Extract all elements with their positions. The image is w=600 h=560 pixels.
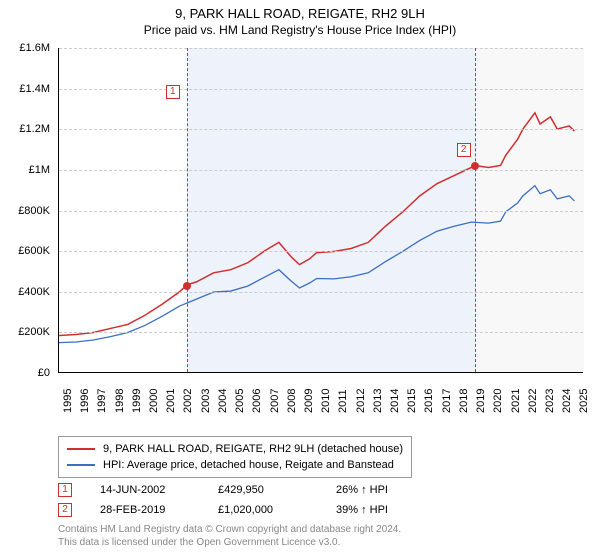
series-property <box>59 113 574 336</box>
x-axis-label: 1997 <box>96 389 108 413</box>
sale-marker-2: 2 <box>58 503 72 517</box>
x-axis-label: 2002 <box>182 389 194 413</box>
footer-line-2: This data is licensed under the Open Gov… <box>58 537 401 550</box>
x-axis-label: 1996 <box>79 389 91 413</box>
sale-row-1: 1 14-JUN-2002 £429,950 26% ↑ HPI <box>58 480 426 500</box>
sale-price-1: £429,950 <box>218 484 308 496</box>
gridline-h <box>59 129 583 130</box>
x-axis-label: 1999 <box>131 389 143 413</box>
x-axis-label: 2012 <box>355 389 367 413</box>
x-axis-label: 2025 <box>578 389 590 413</box>
x-axis-label: 2023 <box>544 389 556 413</box>
x-axis-label: 2004 <box>217 389 229 413</box>
x-axis-label: 2016 <box>423 389 435 413</box>
gridline-h <box>59 89 583 90</box>
x-axis-label: 2014 <box>389 389 401 413</box>
y-axis-label: £400K <box>18 286 50 298</box>
x-axis-label: 2003 <box>200 389 212 413</box>
legend-item-property: 9, PARK HALL ROAD, REIGATE, RH2 9LH (det… <box>67 441 403 457</box>
x-axis-label: 2010 <box>320 389 332 413</box>
x-axis-label: 2000 <box>148 389 160 413</box>
sale-marker-box: 2 <box>457 143 471 157</box>
chart-title-address: 9, PARK HALL ROAD, REIGATE, RH2 9LH <box>0 6 600 21</box>
sales-table: 1 14-JUN-2002 £429,950 26% ↑ HPI 2 28-FE… <box>58 480 426 520</box>
footer-attribution: Contains HM Land Registry data © Crown c… <box>58 524 401 549</box>
gridline-h <box>59 332 583 333</box>
chart-area: 12 £0£200K£400K£600K£800K£1M£1.2M£1.4M£1… <box>10 48 590 428</box>
gridline-h <box>59 211 583 212</box>
sale-dot <box>183 282 191 290</box>
x-axis-label: 2020 <box>492 389 504 413</box>
gridline-h <box>59 170 583 171</box>
y-axis-label: £1M <box>29 164 50 176</box>
plot-area: 12 <box>58 48 583 373</box>
x-axis-label: 2013 <box>372 389 384 413</box>
y-axis-label: £1.6M <box>19 42 50 54</box>
x-axis-label: 2017 <box>441 389 453 413</box>
x-axis-label: 2006 <box>251 389 263 413</box>
sale-pct-2: 39% ↑ HPI <box>336 504 426 516</box>
sale-date-2: 28-FEB-2019 <box>100 504 190 516</box>
x-axis-label: 2005 <box>234 389 246 413</box>
sale-vline <box>475 48 476 372</box>
x-axis-label: 2019 <box>475 389 487 413</box>
y-axis-label: £1.4M <box>19 83 50 95</box>
sale-price-2: £1,020,000 <box>218 504 308 516</box>
x-axis-label: 2022 <box>527 389 539 413</box>
x-axis-label: 2018 <box>458 389 470 413</box>
footer-line-1: Contains HM Land Registry data © Crown c… <box>58 524 401 537</box>
y-axis-label: £200K <box>18 326 50 338</box>
sale-pct-1: 26% ↑ HPI <box>336 484 426 496</box>
y-axis-label: £600K <box>18 245 50 257</box>
sale-vline <box>187 48 188 372</box>
legend-swatch-hpi <box>67 464 95 466</box>
x-axis-label: 2015 <box>406 389 418 413</box>
y-axis-label: £0 <box>38 367 50 379</box>
chart-subtitle: Price paid vs. HM Land Registry's House … <box>0 23 600 37</box>
x-axis-label: 1995 <box>62 389 74 413</box>
legend-swatch-property <box>67 448 95 450</box>
sale-date-1: 14-JUN-2002 <box>100 484 190 496</box>
legend-box: 9, PARK HALL ROAD, REIGATE, RH2 9LH (det… <box>58 436 412 478</box>
sale-marker-box: 1 <box>166 85 180 99</box>
x-axis-label: 2007 <box>269 389 281 413</box>
x-axis-label: 2011 <box>337 389 349 413</box>
sale-row-2: 2 28-FEB-2019 £1,020,000 39% ↑ HPI <box>58 500 426 520</box>
legend-item-hpi: HPI: Average price, detached house, Reig… <box>67 457 403 473</box>
x-axis-label: 2024 <box>561 389 573 413</box>
x-axis-label: 2001 <box>165 389 177 413</box>
gridline-h <box>59 292 583 293</box>
x-axis-label: 2008 <box>286 389 298 413</box>
y-axis-label: £800K <box>18 205 50 217</box>
legend-label-property: 9, PARK HALL ROAD, REIGATE, RH2 9LH (det… <box>103 443 403 455</box>
gridline-h <box>59 48 583 49</box>
x-axis-label: 2021 <box>510 389 522 413</box>
x-axis-label: 2009 <box>303 389 315 413</box>
y-axis-label: £1.2M <box>19 123 50 135</box>
sale-marker-1: 1 <box>58 483 72 497</box>
sale-dot <box>471 162 479 170</box>
gridline-h <box>59 251 583 252</box>
legend-label-hpi: HPI: Average price, detached house, Reig… <box>103 459 394 471</box>
x-axis-label: 1998 <box>114 389 126 413</box>
